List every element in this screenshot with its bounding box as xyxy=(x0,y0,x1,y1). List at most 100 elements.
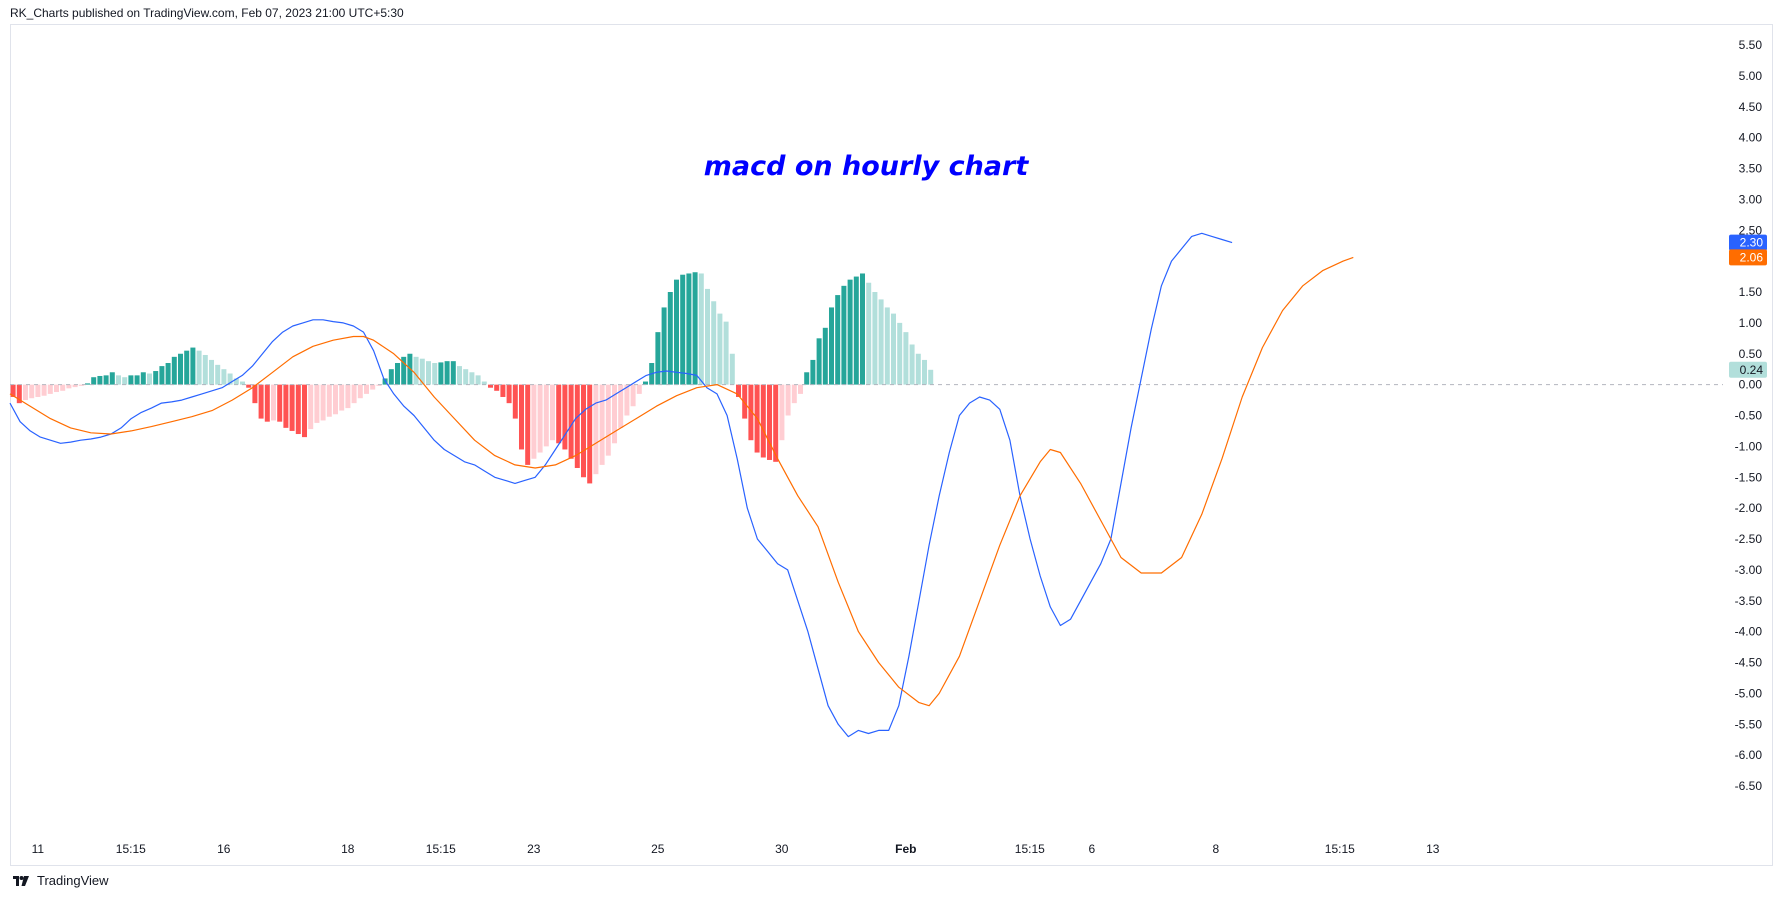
histogram-bar xyxy=(835,295,841,385)
histogram-bar xyxy=(140,372,146,385)
macd-line xyxy=(9,232,1233,738)
histogram-bar xyxy=(29,384,35,399)
x-tick-label: Feb xyxy=(895,842,916,856)
histogram-bar xyxy=(698,273,704,385)
histogram-bar xyxy=(47,384,53,394)
histogram-bar xyxy=(866,282,872,385)
histogram-bar xyxy=(723,321,729,385)
histogram-bar xyxy=(891,313,896,385)
y-tick-label: 3.50 xyxy=(1739,162,1763,176)
histogram-bar xyxy=(264,384,270,422)
y-tick-label: -2.50 xyxy=(1735,532,1763,546)
histogram-bar xyxy=(612,384,617,444)
y-tick-label: -0.50 xyxy=(1735,409,1763,423)
histogram-bar xyxy=(35,384,41,397)
y-tick-label: -2.00 xyxy=(1735,501,1763,515)
histogram-bar xyxy=(667,292,673,385)
histogram-bar xyxy=(376,384,382,386)
y-tick-label: 0.50 xyxy=(1739,347,1763,361)
publish-info: RK_Charts published on TradingView.com, … xyxy=(10,6,404,20)
histogram-bar xyxy=(351,384,357,404)
histogram-bar xyxy=(16,384,22,404)
histogram-bar xyxy=(215,364,221,385)
histogram-bar xyxy=(178,353,183,385)
x-axis: 11 15:15 16 18 15:15 23 25 30 Feb 15:15 6 8 15:15 13 xyxy=(32,842,1440,856)
histogram-bar xyxy=(624,384,630,416)
histogram-bar xyxy=(23,384,28,401)
x-tick-label: 30 xyxy=(775,842,789,856)
histogram-bar xyxy=(773,384,779,462)
histogram-bar xyxy=(481,381,487,385)
histogram-bar xyxy=(370,384,376,390)
histogram-bar xyxy=(748,384,754,441)
histogram-bar xyxy=(674,279,679,385)
macd-value-badge-bg xyxy=(1729,234,1767,251)
histogram-bar xyxy=(97,375,103,385)
lines-layer xyxy=(9,232,1354,738)
y-tick-label: -6.00 xyxy=(1735,748,1763,762)
histogram-bar xyxy=(779,384,785,441)
histogram-bar xyxy=(41,384,47,396)
signal-value-badge: 2.06 xyxy=(1740,250,1764,264)
histogram-bar xyxy=(10,384,16,397)
x-tick-label: 18 xyxy=(341,842,355,856)
y-tick-label: 2.50 xyxy=(1739,223,1763,237)
histogram-bar xyxy=(506,384,512,404)
histogram-bar xyxy=(246,384,252,388)
histogram-bar xyxy=(252,384,258,404)
histogram-bar xyxy=(357,384,363,399)
histogram-bar xyxy=(525,384,531,465)
histogram-bar xyxy=(314,384,320,423)
histogram-bar xyxy=(196,350,202,385)
histogram-bar xyxy=(872,292,878,385)
histogram-bar xyxy=(209,359,214,385)
histogram-bar xyxy=(153,371,159,385)
x-tick-label: 13 xyxy=(1426,842,1440,856)
histogram-bar xyxy=(271,384,276,421)
histogram-bar xyxy=(488,384,493,388)
histogram-bar xyxy=(494,384,500,391)
histogram-bar xyxy=(171,356,177,385)
chart-title: macd on hourly chart xyxy=(704,151,1030,182)
y-axis: 5.505.004.504.003.503.002.502.001.501.00… xyxy=(1735,38,1763,793)
footer[interactable]: TradingView xyxy=(10,873,109,888)
x-tick-label: 23 xyxy=(527,842,541,856)
histogram-bar xyxy=(78,384,84,386)
histogram-bar xyxy=(531,384,537,459)
histogram-bar xyxy=(66,384,72,389)
histogram-bar xyxy=(413,356,419,385)
histogram-bar xyxy=(717,313,723,385)
histogram-bar xyxy=(847,279,853,385)
histogram-bar xyxy=(841,285,847,385)
x-tick-label: 15:15 xyxy=(1325,842,1355,856)
histogram-value-badge: 0.24 xyxy=(1740,363,1764,377)
histogram-bar xyxy=(853,276,859,385)
x-tick-label: 8 xyxy=(1212,842,1219,856)
histogram-bar xyxy=(320,384,326,421)
x-tick-label: 15:15 xyxy=(1015,842,1045,856)
histogram-value-badge-bg xyxy=(1729,361,1767,378)
y-tick-label: -3.00 xyxy=(1735,563,1763,577)
histogram-bar xyxy=(736,384,741,397)
histogram-bar xyxy=(289,384,295,431)
histogram-bar xyxy=(302,384,307,438)
histogram-bar xyxy=(72,384,78,388)
x-tick-label: 11 xyxy=(32,842,45,856)
y-tick-label: -4.00 xyxy=(1735,625,1763,639)
histogram-bar xyxy=(574,384,580,468)
histogram-bar xyxy=(661,307,667,385)
histogram-bar xyxy=(109,372,115,385)
histogram-bar xyxy=(630,384,636,407)
histogram-bar xyxy=(426,361,431,385)
histogram-bar xyxy=(705,288,710,385)
histogram-bar xyxy=(475,375,481,385)
y-tick-label: -6.50 xyxy=(1735,779,1763,793)
histogram-bar xyxy=(599,384,605,465)
histogram-bar xyxy=(680,274,686,385)
histogram-bar xyxy=(618,384,624,428)
histogram-bar xyxy=(605,384,611,456)
chart-frame xyxy=(10,24,1773,866)
histogram-bar xyxy=(519,384,524,450)
histogram-bar xyxy=(233,378,239,385)
